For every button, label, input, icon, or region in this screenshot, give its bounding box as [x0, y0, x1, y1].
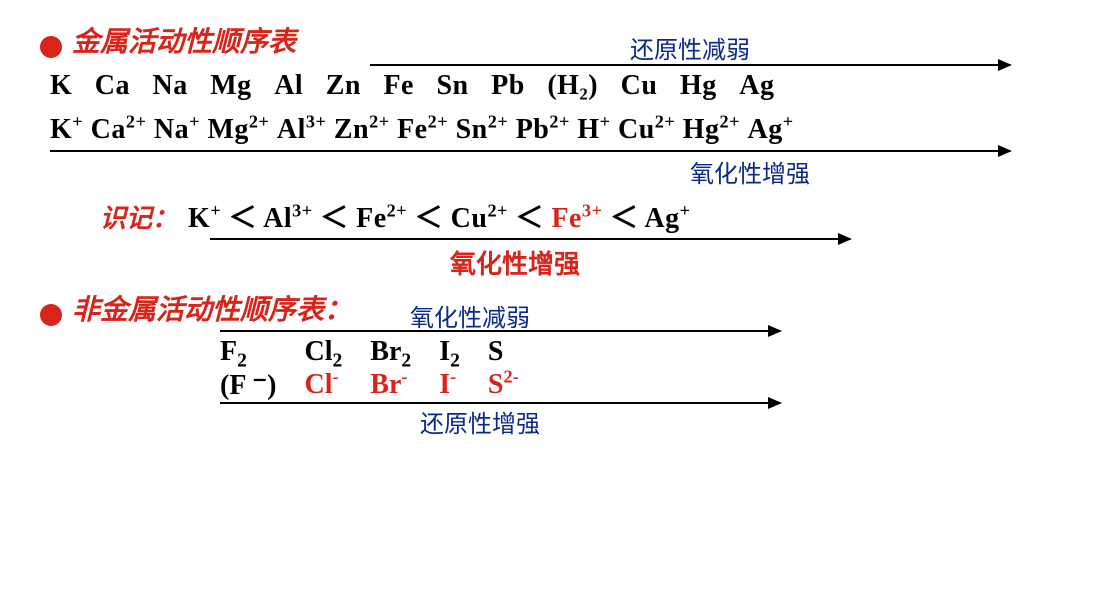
- metal-item: Mg: [210, 70, 251, 101]
- metal-item: K: [50, 70, 72, 101]
- ion-item: Al3+: [263, 203, 312, 234]
- ion-item: Sn2+: [456, 114, 509, 145]
- metal-item: Hg: [680, 70, 717, 101]
- arrow-reducing-increase: 还原性增强: [220, 402, 780, 404]
- metal-item: (H₂): [547, 70, 598, 101]
- nonmetal-ion-row: (F ⁻)Cl-Br-I-S2-: [220, 368, 547, 402]
- metal-item: Al: [274, 70, 303, 101]
- metal-item: Ca: [95, 70, 130, 101]
- memo-row: 识记： K+ ＜ Al3+ ＜ Fe2+ ＜ Cu2+ ＜ Fe3+ ＜ Ag+: [100, 196, 1055, 236]
- nonmetal-ion: Cl-: [305, 368, 371, 402]
- metal-item: Pb: [491, 70, 525, 101]
- metal-item: Na: [153, 70, 188, 101]
- ion-item: Pb2+: [516, 114, 570, 145]
- memo-label: 识记：: [100, 204, 178, 233]
- ion-item: Fe3+: [551, 203, 602, 234]
- arrow-label-memo: 氧化性增强: [450, 244, 580, 281]
- ion-item: Ag+: [644, 203, 690, 234]
- ion-item: Hg2+: [683, 114, 740, 145]
- arrow-label-bottom1: 氧化性增强: [690, 154, 810, 189]
- arrow-oxidizing-increase-1: 氧化性增强: [50, 150, 1010, 152]
- ion-item: Zn2+: [334, 114, 390, 145]
- metal-series: K Ca Na Mg Al Zn Fe Sn Pb (H₂) Cu Hg Ag: [50, 70, 1055, 102]
- arrow-reducing-weaken: 还原性减弱: [370, 64, 1010, 66]
- ion-item: H+: [577, 114, 610, 145]
- ion-item: Fe2+: [356, 203, 407, 234]
- nonmetal-ion: (F ⁻): [220, 368, 305, 402]
- nonmetal-molecule: Cl2: [305, 336, 371, 368]
- arrow-label-top2: 氧化性减弱: [410, 298, 530, 333]
- ion-item: Mg2+: [207, 114, 269, 145]
- bullet-icon: [40, 36, 62, 58]
- section1-title: 金属活动性顺序表: [72, 27, 296, 58]
- ion-item: Ag+: [748, 114, 794, 145]
- ion-item: Cu2+: [451, 203, 508, 234]
- ion-item: Al3+: [277, 114, 326, 145]
- arrow-oxidizing-increase-2: 氧化性增强: [210, 238, 850, 240]
- metal-item: Ag: [739, 70, 774, 101]
- memo-sequence: K+ ＜ Al3+ ＜ Fe2+ ＜ Cu2+ ＜ Fe3+ ＜ Ag+: [188, 203, 691, 234]
- nonmetal-molecule: I2: [439, 336, 488, 368]
- ion-item: Ca2+: [91, 114, 147, 145]
- metal-item: Cu: [621, 70, 658, 101]
- nonmetal-molecule: F2: [220, 336, 305, 368]
- metal-ion-series: K+ Ca2+ Na+ Mg2+ Al3+ Zn2+ Fe2+ Sn2+ Pb2…: [50, 114, 1055, 146]
- section2-title: 非金属活动性顺序表：: [72, 295, 352, 326]
- nonmetal-ion: S2-: [488, 368, 547, 402]
- nonmetal-ion: Br-: [370, 368, 439, 402]
- bullet-icon: [40, 304, 62, 326]
- ion-item: Na+: [154, 114, 200, 145]
- nonmetal-ion: I-: [439, 368, 488, 402]
- metal-item: Zn: [326, 70, 361, 101]
- arrow-label-top1: 还原性减弱: [630, 30, 750, 65]
- nonmetal-molecule: Br2: [370, 336, 439, 368]
- ion-item: K+: [50, 114, 83, 145]
- arrow-oxidizing-weaken: 氧化性减弱: [220, 330, 780, 332]
- ion-item: K+: [188, 203, 221, 234]
- section2-heading-row: 非金属活动性顺序表： 氧化性减弱: [40, 288, 1055, 332]
- ion-item: Fe2+: [397, 114, 448, 145]
- metal-item: Fe: [383, 70, 414, 101]
- nonmetal-table: F2Cl2Br2I2S (F ⁻)Cl-Br-I-S2-: [220, 336, 547, 402]
- nonmetal-molecule-row: F2Cl2Br2I2S: [220, 336, 547, 368]
- arrow-label-bottom2: 还原性增强: [420, 404, 540, 439]
- section1-heading-row: 金属活动性顺序表 还原性减弱: [40, 20, 1055, 66]
- metal-item: Sn: [436, 70, 468, 101]
- ion-item: Cu2+: [618, 114, 675, 145]
- nonmetal-molecule: S: [488, 336, 547, 368]
